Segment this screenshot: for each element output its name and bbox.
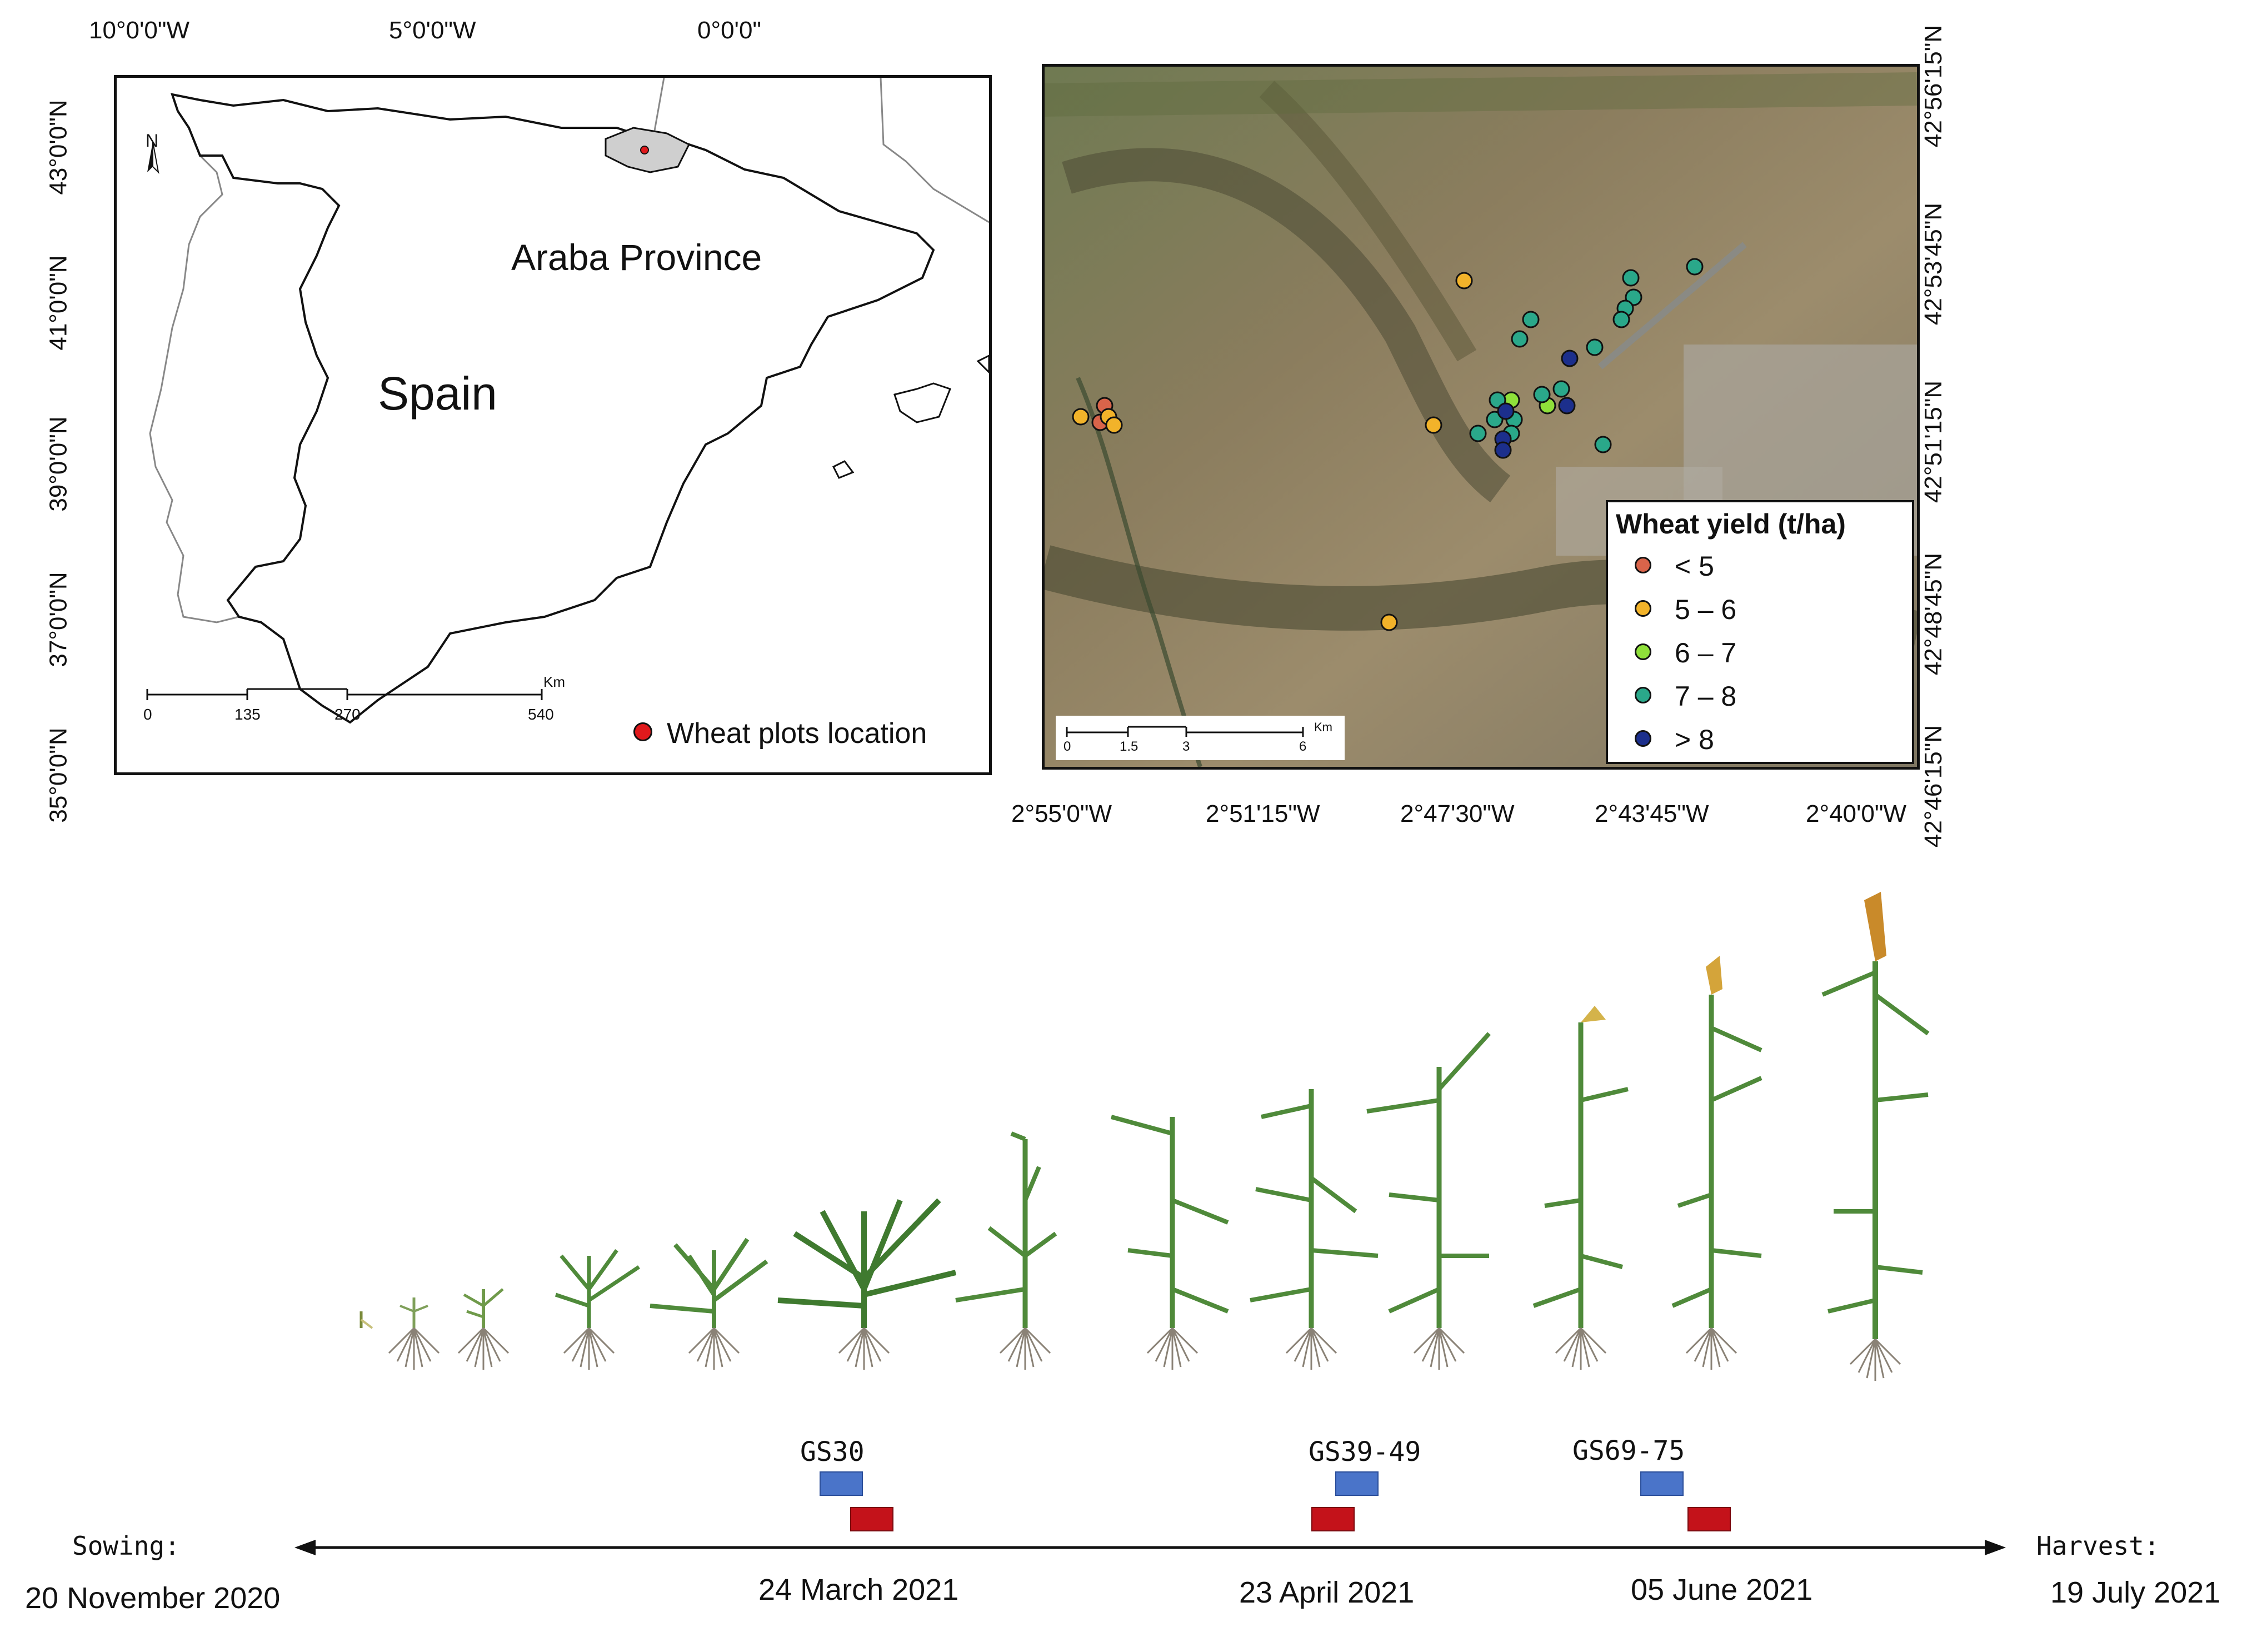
right-map-lon-label: 2°43'45"W bbox=[1595, 800, 1709, 827]
legend-swatch bbox=[1635, 687, 1651, 703]
scale-tick-label: 540 bbox=[528, 706, 554, 723]
right-scale-bar: 0 1.5 3 6 Km bbox=[1056, 716, 1345, 760]
wheat-stage-5 bbox=[650, 1237, 768, 1371]
scale-tick-label: 6 bbox=[1299, 739, 1307, 754]
stage-label: GS30 bbox=[800, 1436, 865, 1468]
left-map-lat-label: 35°0'0"N bbox=[44, 727, 72, 823]
spain-outline bbox=[171, 93, 935, 724]
stage-date: 23 April 2021 bbox=[1239, 1576, 1415, 1609]
wheat-growth-illustration bbox=[359, 892, 1930, 1382]
legend-swatch bbox=[1635, 600, 1651, 617]
yield-legend: Wheat yield (t/ha) < 5 5 – 6 6 – 7 7 – 8… bbox=[1606, 500, 1914, 764]
left-map-lon-label: 0°0'0" bbox=[697, 17, 762, 44]
harvest-label: Harvest: bbox=[2036, 1531, 2160, 1561]
wheat-stage-4 bbox=[555, 1249, 640, 1371]
legend-swatch bbox=[1635, 557, 1651, 573]
legend-swatch bbox=[1635, 643, 1651, 660]
left-map-lat-label: 39°0'0"N bbox=[44, 416, 72, 512]
legend-swatch bbox=[1635, 730, 1651, 747]
scale-unit-label: Km bbox=[1314, 720, 1332, 734]
scale-tick-label: 135 bbox=[234, 706, 261, 723]
left-map-lat-label: 43°0'0"N bbox=[44, 99, 72, 195]
iberia-map bbox=[146, 78, 989, 724]
stage-blue-marker bbox=[820, 1471, 863, 1496]
legend-item-label: 5 – 6 bbox=[1675, 594, 1737, 625]
wheat-stage-1 bbox=[359, 1311, 373, 1329]
right-map-lon-label: 2°55'0"W bbox=[1011, 800, 1112, 827]
wheat-stage-2 bbox=[388, 1297, 440, 1371]
wheat-stage-8 bbox=[1110, 1115, 1229, 1371]
right-map-lon-label: 2°40'0"W bbox=[1806, 800, 1907, 827]
left-scale-bar bbox=[146, 688, 543, 700]
wheat-stage-6 bbox=[777, 1198, 957, 1371]
stage-label: GS39-49 bbox=[1309, 1436, 1421, 1468]
scale-tick-label: 270 bbox=[334, 706, 361, 723]
scale-tick-label: 1.5 bbox=[1120, 739, 1139, 754]
stage-date: 24 March 2021 bbox=[758, 1573, 959, 1606]
legend-item-label: 7 – 8 bbox=[1675, 681, 1737, 712]
north-arrow-icon bbox=[147, 141, 159, 174]
sowing-date: 20 November 2020 bbox=[25, 1581, 281, 1615]
harvest-date: 19 July 2021 bbox=[2050, 1576, 2221, 1609]
wheat-stage-3 bbox=[457, 1288, 510, 1371]
timeline-arrow bbox=[294, 1540, 2006, 1555]
right-map-lon-label: 2°47'30"W bbox=[1400, 800, 1515, 827]
right-map-lat-label: 42°48'45"N bbox=[1920, 552, 1948, 676]
wheat-stage-12 bbox=[1671, 956, 1762, 1371]
stage-label: GS69-75 bbox=[1572, 1435, 1685, 1466]
wheat-stage-11 bbox=[1532, 1006, 1629, 1371]
left-map-frame: N Araba Province Spain 0 135 270 540 Km … bbox=[114, 75, 992, 775]
stage-date: 05 June 2021 bbox=[1631, 1573, 1813, 1606]
wheat-stage-10 bbox=[1366, 1032, 1491, 1371]
balearic-islands bbox=[893, 382, 951, 423]
right-map-frame: 0 1.5 3 6 Km Wheat yield (t/ha) < 5 5 – … bbox=[1042, 64, 1920, 770]
portugal-outline bbox=[149, 111, 239, 623]
legend-item-label: 6 – 7 bbox=[1675, 637, 1737, 668]
right-map-lat-label: 42°46'15"N bbox=[1920, 725, 1948, 848]
wheat-stage-7 bbox=[955, 1131, 1057, 1371]
yield-legend-title: Wheat yield (t/ha) bbox=[1616, 508, 1846, 540]
wheat-plot-legend-marker bbox=[633, 722, 652, 741]
wheat-stage-9 bbox=[1250, 1089, 1379, 1371]
legend-item-label: > 8 bbox=[1675, 724, 1714, 755]
sowing-label: Sowing: bbox=[72, 1531, 180, 1561]
left-map-lat-label: 41°0'0"N bbox=[44, 255, 72, 351]
right-map-lat-label: 42°56'15"N bbox=[1920, 24, 1948, 148]
right-map-lon-label: 2°51'15"W bbox=[1206, 800, 1320, 827]
left-map-lon-label: 5°0'0"W bbox=[389, 17, 476, 44]
wheat-stage-13 bbox=[1821, 892, 1930, 1382]
araba-plot-marker bbox=[640, 146, 649, 154]
right-map-lat-label: 42°51'15"N bbox=[1920, 380, 1948, 503]
wheat-plot-legend-label: Wheat plots location bbox=[667, 717, 927, 750]
scale-tick-label: 0 bbox=[143, 706, 152, 723]
scale-unit-label: Km bbox=[543, 673, 565, 690]
stage-red-marker bbox=[1687, 1507, 1731, 1531]
north-label: N bbox=[146, 131, 159, 151]
stage-blue-marker bbox=[1335, 1471, 1379, 1496]
country-label: Spain bbox=[378, 367, 497, 420]
left-map-lat-label: 37°0'0"N bbox=[44, 572, 72, 667]
plot-points bbox=[1072, 258, 1704, 631]
stage-blue-marker bbox=[1640, 1471, 1684, 1496]
scale-tick-label: 0 bbox=[1063, 739, 1071, 754]
scale-tick-label: 3 bbox=[1182, 739, 1190, 754]
right-map-lat-label: 42°53'45"N bbox=[1920, 202, 1948, 326]
left-map-lon-label: 10°0'0"W bbox=[89, 17, 190, 44]
legend-item-label: < 5 bbox=[1675, 551, 1714, 582]
stage-red-marker bbox=[1311, 1507, 1355, 1531]
province-label: Araba Province bbox=[511, 237, 762, 278]
stage-red-marker bbox=[850, 1507, 893, 1531]
